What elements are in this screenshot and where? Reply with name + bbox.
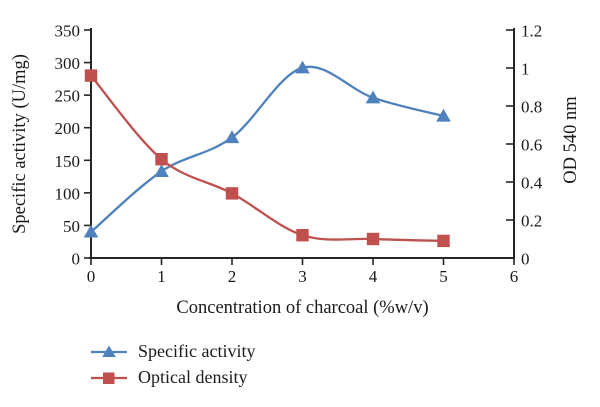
y-right-tick-label: 0.8 — [521, 98, 542, 117]
x-tick-label: 1 — [157, 267, 166, 286]
y-right-tick-label: 0.4 — [521, 174, 543, 193]
specific-activity-line — [90, 65, 444, 233]
legend: Specific activity Optical density — [90, 340, 255, 388]
legend-triangle-marker-icon — [91, 345, 127, 357]
y-left-tick-label: 150 — [55, 152, 81, 171]
x-tick-label: 0 — [87, 267, 96, 286]
x-tick-label: 2 — [228, 267, 237, 286]
y-left-tick-label: 0 — [72, 250, 81, 269]
y-left-tick-label: 300 — [55, 54, 81, 73]
specific-activity-marker — [365, 90, 381, 104]
y-left-tick-label: 50 — [63, 217, 80, 236]
y-left-tick-label: 100 — [55, 184, 81, 203]
y-right-tick-label: 0.2 — [521, 212, 542, 231]
optical-density-marker — [84, 69, 98, 82]
x-tick-label: 5 — [439, 267, 448, 286]
x-tick-label: 6 — [510, 267, 519, 286]
specific-activity-marker — [436, 108, 451, 122]
y-right-tick-label: 1 — [521, 60, 530, 79]
optical-density-marker — [296, 229, 309, 242]
y-right-tick-label: 0 — [521, 250, 530, 269]
y-left-tick-label: 250 — [55, 87, 81, 106]
optical-density-marker — [225, 187, 239, 200]
y-axis-right-title: OD 540 nm — [561, 96, 581, 184]
optical-density-marker — [437, 234, 450, 248]
x-tick-label: 4 — [369, 267, 378, 286]
legend-label-specific-activity: Specific activity — [138, 341, 256, 361]
y-left-tick-label: 350 — [55, 22, 81, 41]
specific-activity-marker — [83, 224, 99, 238]
optical-density-marker — [155, 153, 168, 166]
y-left-tick-label: 200 — [55, 119, 81, 138]
legend-item-optical-density: Optical density — [90, 366, 255, 388]
legend-square-marker-icon — [91, 372, 127, 384]
legend-item-specific-activity: Specific activity — [90, 340, 255, 362]
x-tick-label: 3 — [298, 267, 307, 286]
optical-density-marker — [366, 232, 380, 246]
y-right-tick-label: 1.2 — [521, 22, 542, 41]
specific-activity-marker — [154, 164, 169, 177]
specific-activity-marker — [295, 60, 310, 74]
y-axis-left-title: Specific activity (U/mg) — [10, 54, 30, 234]
specific-activity-marker — [224, 130, 240, 144]
legend-label-optical-density: Optical density — [138, 367, 248, 387]
y-right-tick-label: 0.6 — [521, 136, 542, 155]
x-axis-title: Concentration of charcoal (%w/v) — [176, 298, 428, 318]
